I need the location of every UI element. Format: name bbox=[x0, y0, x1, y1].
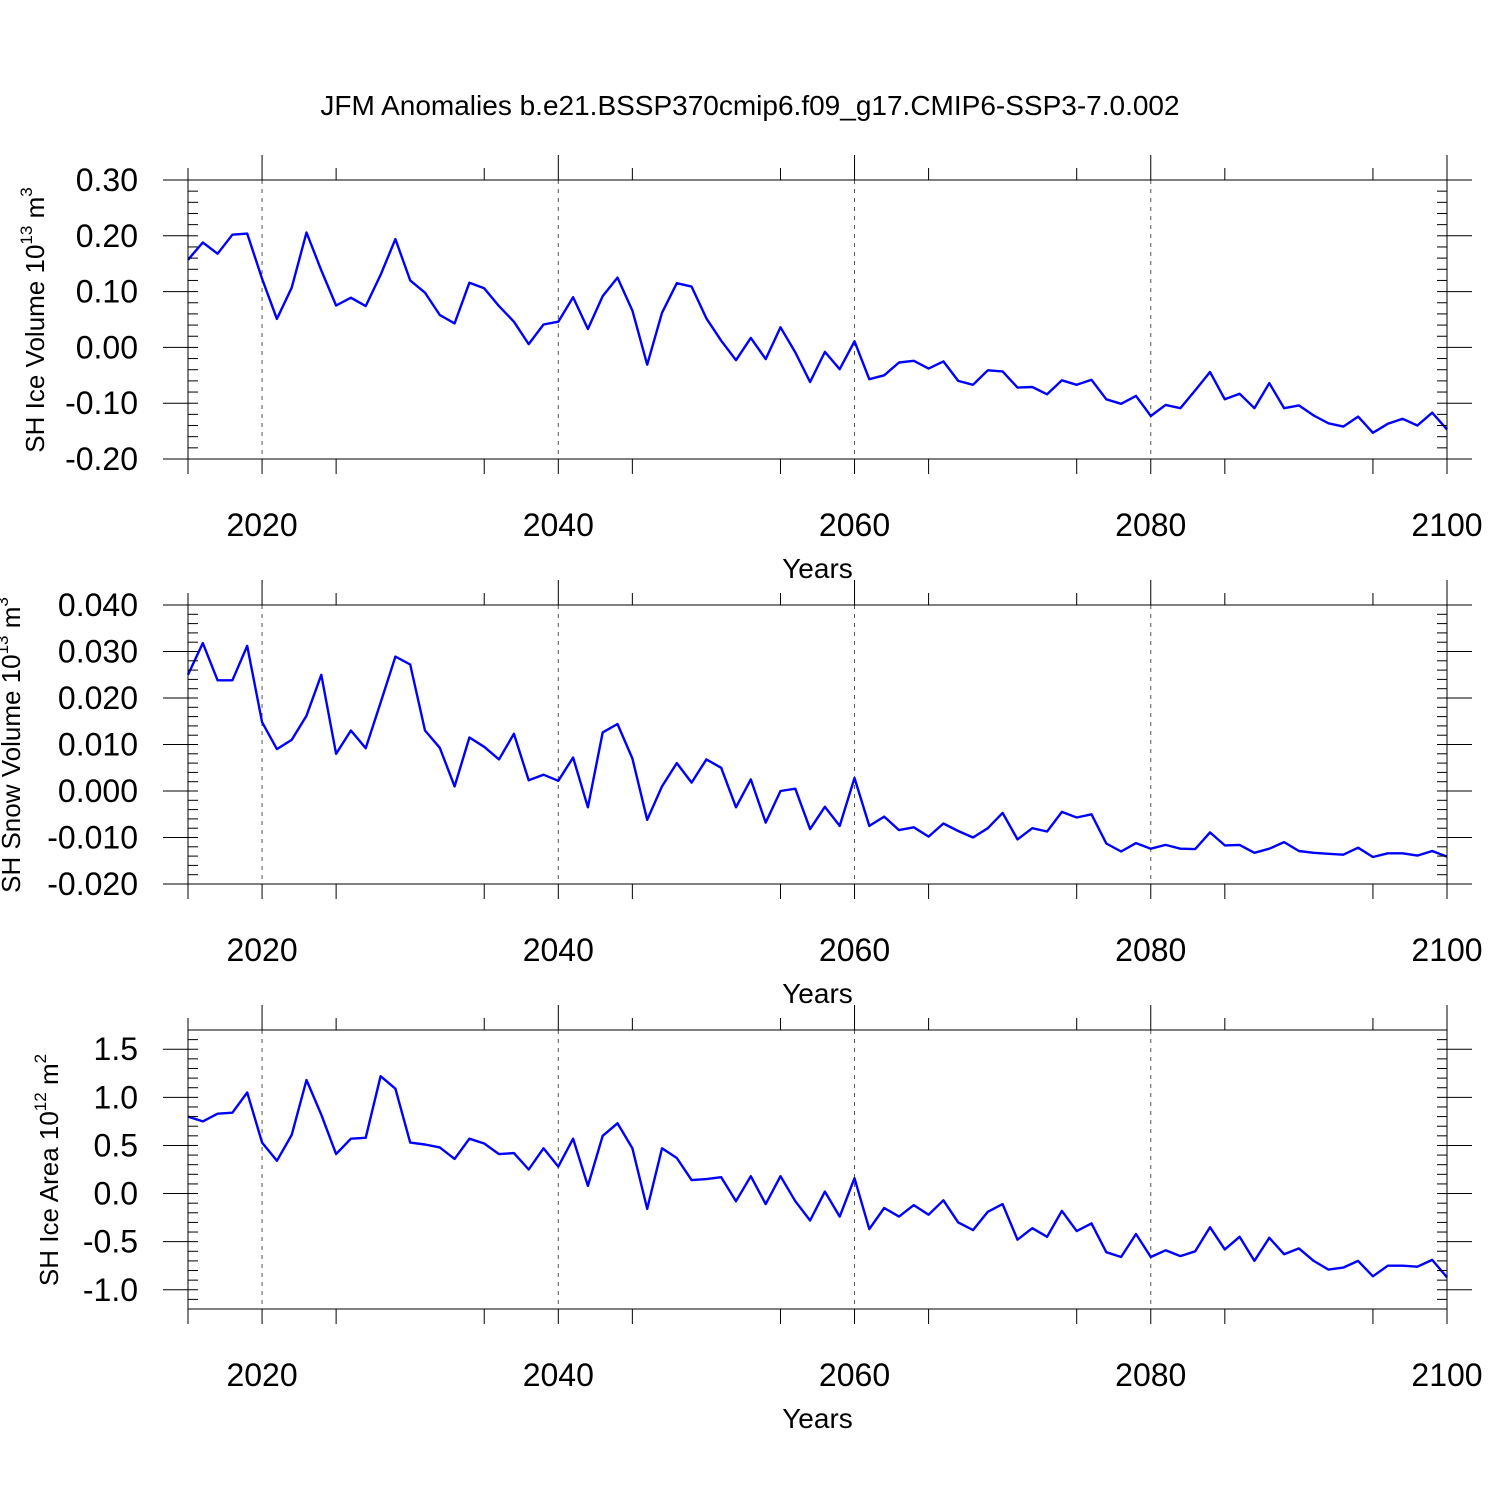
figure-title: JFM Anomalies b.e21.BSSP370cmip6.f09_g17… bbox=[320, 90, 1179, 121]
x-tick-label: 2100 bbox=[1411, 1357, 1482, 1393]
data-line bbox=[187, 1074, 1448, 1279]
y-axis-label-exponent: 13 bbox=[0, 635, 12, 654]
y-tick-label: -0.5 bbox=[83, 1224, 138, 1260]
chart-panel-3: 2020 2040 2060 2080 2100 -1.0 -0.5 0.0 0.5 1.0 1.5… bbox=[31, 1005, 1483, 1434]
y-tick-label: -1.0 bbox=[83, 1272, 138, 1308]
y-tick-label: 0.20 bbox=[76, 218, 138, 254]
x-axis-label: Years bbox=[782, 1403, 853, 1434]
y-axis-label-unit: m bbox=[34, 1063, 64, 1092]
data-line bbox=[187, 231, 1448, 434]
y-tick-label: 0.030 bbox=[58, 634, 138, 670]
x-tick-label: 2040 bbox=[523, 1357, 594, 1393]
x-tick-label: 2060 bbox=[819, 507, 890, 543]
y-tick-label: 0.00 bbox=[76, 329, 138, 365]
y-axis-label-main: SH Snow Volume 10 bbox=[0, 654, 26, 892]
y-tick-label: 0.040 bbox=[58, 587, 138, 623]
y-axis-label-main: SH Ice Volume 10 bbox=[20, 245, 50, 453]
data-line bbox=[186, 641, 1448, 859]
y-axis-label: SH Ice Volume 1013 m3 bbox=[17, 187, 50, 452]
x-tick-label: 2100 bbox=[1411, 507, 1482, 543]
y-axis-label-exponent: 12 bbox=[31, 1092, 50, 1111]
x-tick-label: 2020 bbox=[226, 507, 297, 543]
y-tick-label: 0.000 bbox=[58, 773, 138, 809]
y-axis-label: SH Snow Volume 1013 m3 bbox=[0, 597, 26, 893]
x-tick-label: 2020 bbox=[226, 1357, 297, 1393]
y-tick-label: -0.10 bbox=[65, 385, 138, 421]
y-tick-label: -0.020 bbox=[47, 866, 138, 902]
y-axis-label-unit-exponent: 3 bbox=[17, 187, 36, 196]
y-axis-label-unit: m bbox=[0, 607, 26, 636]
y-tick-label: 0.0 bbox=[94, 1176, 138, 1212]
x-tick-label: 2040 bbox=[523, 507, 594, 543]
y-tick-label: 0.5 bbox=[94, 1127, 138, 1163]
plot-frame bbox=[187, 179, 1448, 460]
y-tick-label: 1.5 bbox=[94, 1031, 138, 1067]
x-tick-label: 2020 bbox=[226, 932, 297, 968]
y-axis-label-unit: m bbox=[20, 197, 50, 226]
x-tick-label: 2060 bbox=[819, 932, 890, 968]
x-tick-label: 2080 bbox=[1115, 507, 1186, 543]
x-tick-label: 2060 bbox=[819, 1357, 890, 1393]
y-tick-label: -0.010 bbox=[47, 820, 138, 856]
y-axis-label: SH Ice Area 1012 m2 bbox=[31, 1054, 64, 1286]
chart-panel-1: 2020 2040 2060 2080 2100 -0.20 -0.10 0.00 0.10 0.… bbox=[17, 155, 1483, 584]
plot-frame bbox=[187, 1029, 1448, 1310]
y-axis-label-main: SH Ice Area 10 bbox=[34, 1111, 64, 1286]
y-axis-label-unit-exponent: 2 bbox=[31, 1054, 50, 1063]
y-tick-label: 1.0 bbox=[94, 1079, 138, 1115]
y-tick-label: 0.10 bbox=[76, 274, 138, 310]
x-axis-label: Years bbox=[782, 553, 853, 584]
y-tick-label: 0.020 bbox=[58, 680, 138, 716]
y-tick-label: 0.30 bbox=[76, 162, 138, 198]
x-axis-label: Years bbox=[782, 978, 853, 1009]
y-axis-label-unit-exponent: 3 bbox=[0, 597, 12, 606]
y-tick-label: -0.20 bbox=[65, 441, 138, 477]
x-tick-label: 2080 bbox=[1115, 1357, 1186, 1393]
x-tick-label: 2040 bbox=[523, 932, 594, 968]
y-axis-label-exponent: 13 bbox=[17, 226, 36, 245]
x-tick-label: 2080 bbox=[1115, 932, 1186, 968]
x-tick-label: 2100 bbox=[1411, 932, 1482, 968]
y-tick-label: 0.010 bbox=[58, 727, 138, 763]
chart-panel-2: 2020 2040 2060 2080 2100 -0.020 -0.010 0.000 0.0… bbox=[0, 580, 1483, 1009]
